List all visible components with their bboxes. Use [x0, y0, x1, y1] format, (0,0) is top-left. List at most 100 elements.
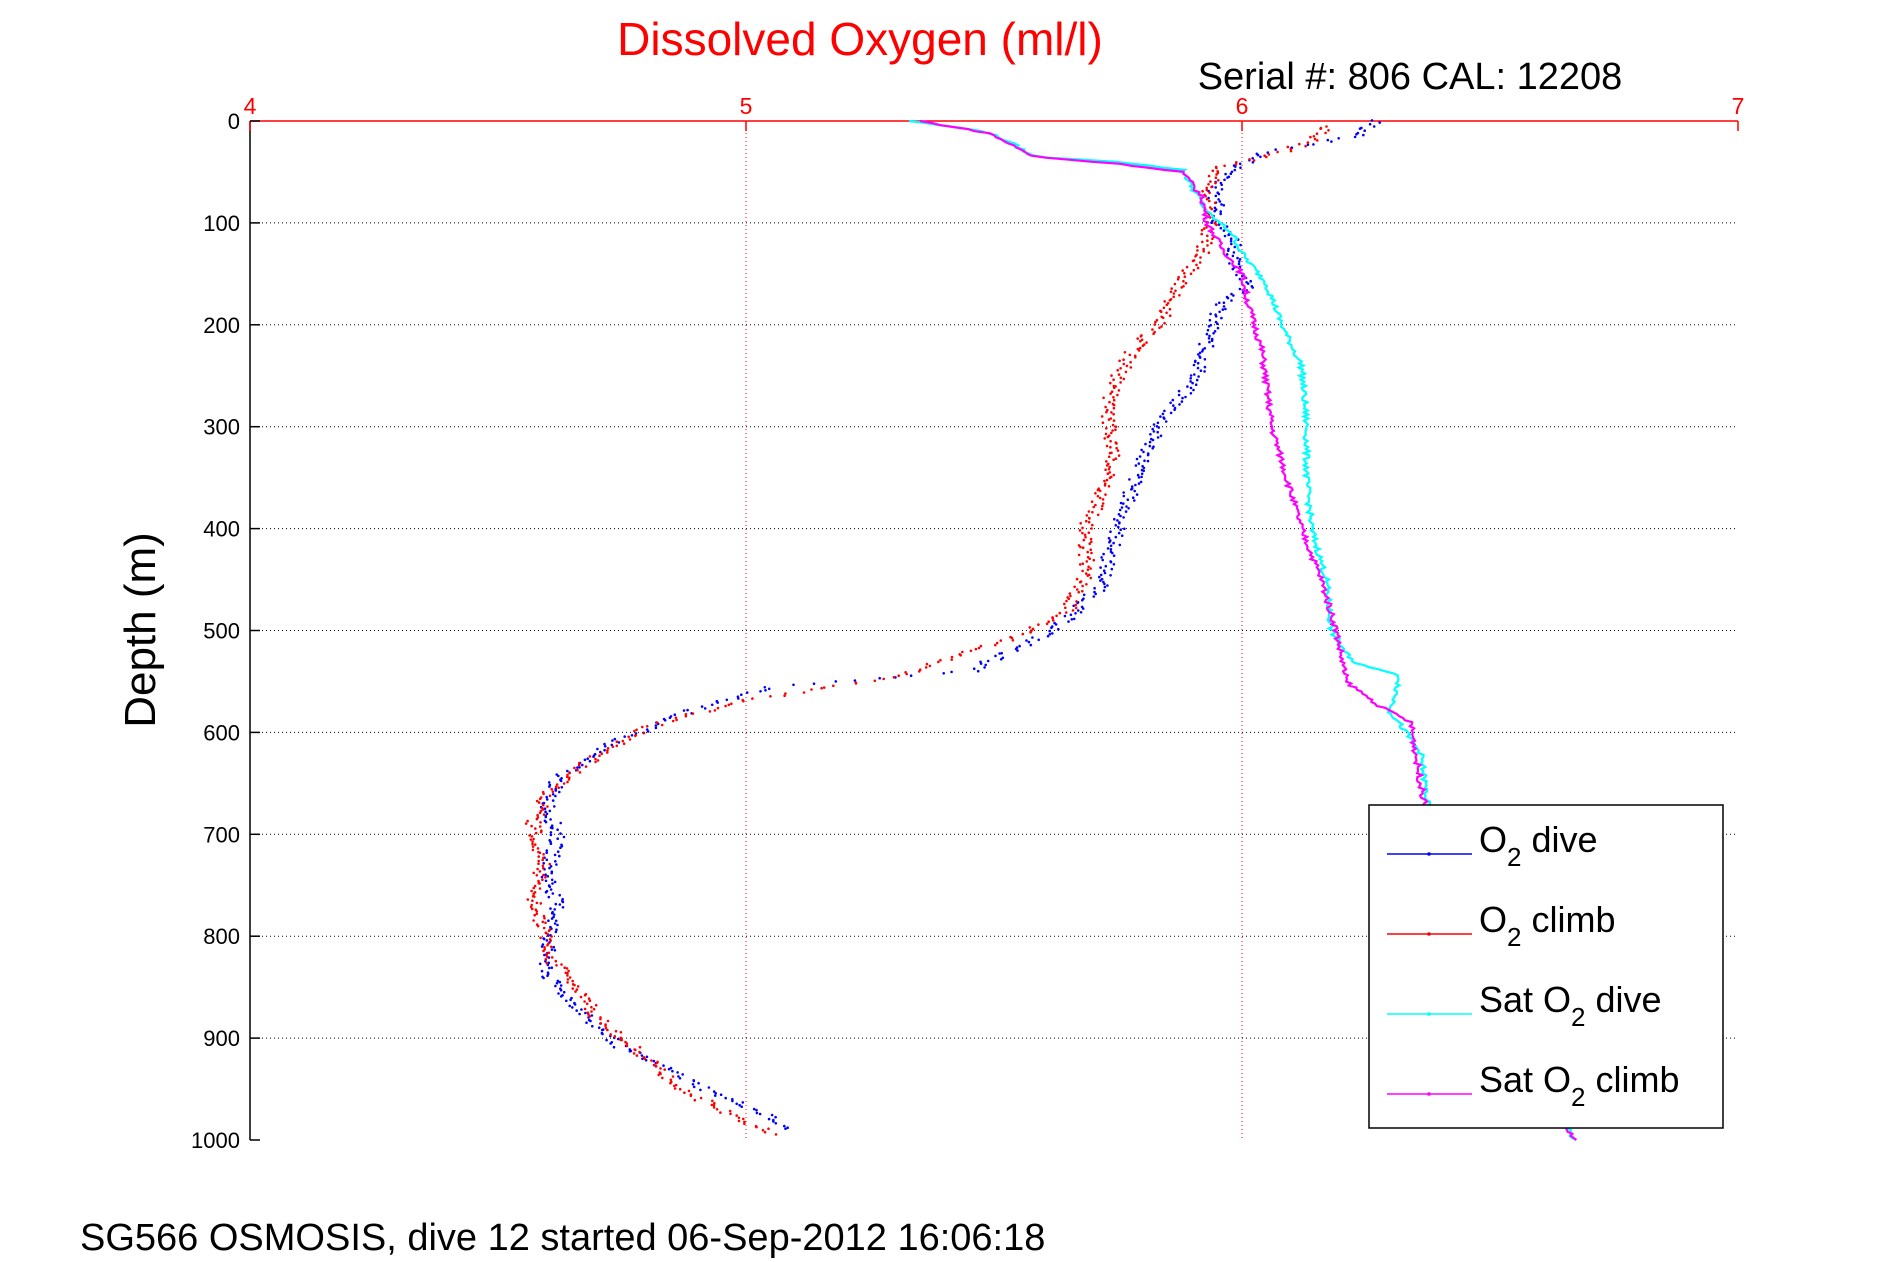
data-point — [1217, 192, 1221, 196]
data-point — [671, 1075, 675, 1078]
legend-label: O2 dive — [1479, 819, 1598, 872]
data-point — [1214, 194, 1218, 198]
data-point — [550, 966, 554, 969]
data-point — [574, 990, 577, 993]
chart-title: Dissolved Oxygen (ml/l) — [617, 13, 1103, 65]
data-point — [689, 1094, 693, 1097]
data-point — [1238, 287, 1242, 291]
data-point — [1219, 226, 1223, 230]
data-point — [1144, 442, 1147, 446]
data-point — [1140, 448, 1143, 452]
data-point — [533, 884, 537, 888]
data-point — [1118, 522, 1121, 525]
data-point — [1210, 241, 1213, 245]
data-point — [1118, 508, 1122, 512]
data-point — [1223, 178, 1226, 182]
data-point — [1201, 350, 1204, 353]
data-point — [1092, 558, 1096, 562]
data-point — [1090, 527, 1093, 530]
data-point — [711, 1099, 714, 1103]
data-point — [1207, 325, 1211, 328]
data-point — [1106, 584, 1109, 587]
data-point — [536, 813, 539, 817]
data-point — [1072, 604, 1075, 608]
data-point — [924, 666, 928, 669]
data-point — [1107, 536, 1111, 540]
data-point — [1218, 200, 1222, 203]
data-point — [1159, 434, 1163, 438]
data-point — [535, 799, 539, 803]
data-point — [528, 834, 531, 837]
data-point — [571, 1006, 574, 1009]
data-point — [703, 707, 707, 710]
data-point — [763, 686, 767, 689]
data-point — [1198, 356, 1202, 359]
data-point — [770, 1113, 774, 1117]
data-point — [1312, 135, 1316, 138]
data-point — [719, 1093, 723, 1096]
data-point — [1206, 244, 1209, 247]
data-point — [557, 786, 560, 789]
data-point — [1069, 594, 1072, 598]
data-point — [543, 953, 546, 957]
data-point — [544, 921, 547, 924]
data-point — [633, 729, 636, 733]
data-point — [546, 974, 549, 978]
data-point — [1117, 531, 1121, 535]
data-point — [562, 990, 566, 994]
data-point — [1230, 170, 1234, 174]
data-point — [544, 873, 547, 876]
data-point — [1195, 378, 1199, 382]
data-point — [1164, 420, 1168, 423]
data-point — [537, 862, 540, 865]
data-point — [554, 930, 558, 934]
data-point — [635, 1054, 639, 1057]
data-point — [1218, 301, 1221, 305]
data-point — [999, 658, 1003, 661]
data-point — [1222, 301, 1226, 305]
data-point — [1068, 592, 1072, 595]
data-point — [713, 709, 717, 712]
data-point — [1213, 201, 1217, 205]
data-point — [1027, 640, 1031, 644]
data-point — [550, 917, 554, 920]
data-point — [547, 966, 551, 970]
data-point — [759, 690, 762, 693]
data-point — [1180, 400, 1184, 403]
data-point — [1220, 183, 1223, 187]
data-point — [663, 1068, 666, 1071]
data-point — [1112, 406, 1116, 410]
data-point — [1208, 318, 1212, 322]
data-point — [1100, 415, 1104, 418]
data-point — [1109, 574, 1112, 577]
data-point — [1203, 370, 1206, 373]
legend-label: Sat O2 climb — [1479, 1059, 1680, 1112]
data-point — [563, 966, 566, 969]
data-point — [1224, 172, 1227, 176]
data-point — [1181, 269, 1184, 272]
data-point — [1055, 614, 1058, 618]
data-point — [1070, 618, 1074, 621]
data-point — [1219, 210, 1222, 213]
data-point — [576, 766, 579, 769]
data-point — [1094, 592, 1097, 596]
data-point — [725, 698, 729, 702]
data-point — [1326, 138, 1330, 142]
data-point — [544, 931, 548, 935]
data-point — [584, 1011, 587, 1015]
data-point — [1104, 405, 1107, 409]
data-point — [983, 666, 986, 669]
data-point — [1208, 334, 1211, 338]
data-point — [1274, 148, 1277, 151]
data-point — [1169, 290, 1173, 294]
data-point — [1112, 473, 1116, 477]
data-point — [615, 744, 619, 748]
data-point — [609, 1033, 612, 1036]
data-point — [1110, 374, 1113, 377]
data-point — [546, 932, 549, 936]
legend-marker — [1427, 1012, 1431, 1016]
data-point — [553, 880, 557, 884]
data-point — [1205, 188, 1209, 192]
data-point — [1119, 381, 1122, 384]
data-point — [1216, 322, 1219, 326]
